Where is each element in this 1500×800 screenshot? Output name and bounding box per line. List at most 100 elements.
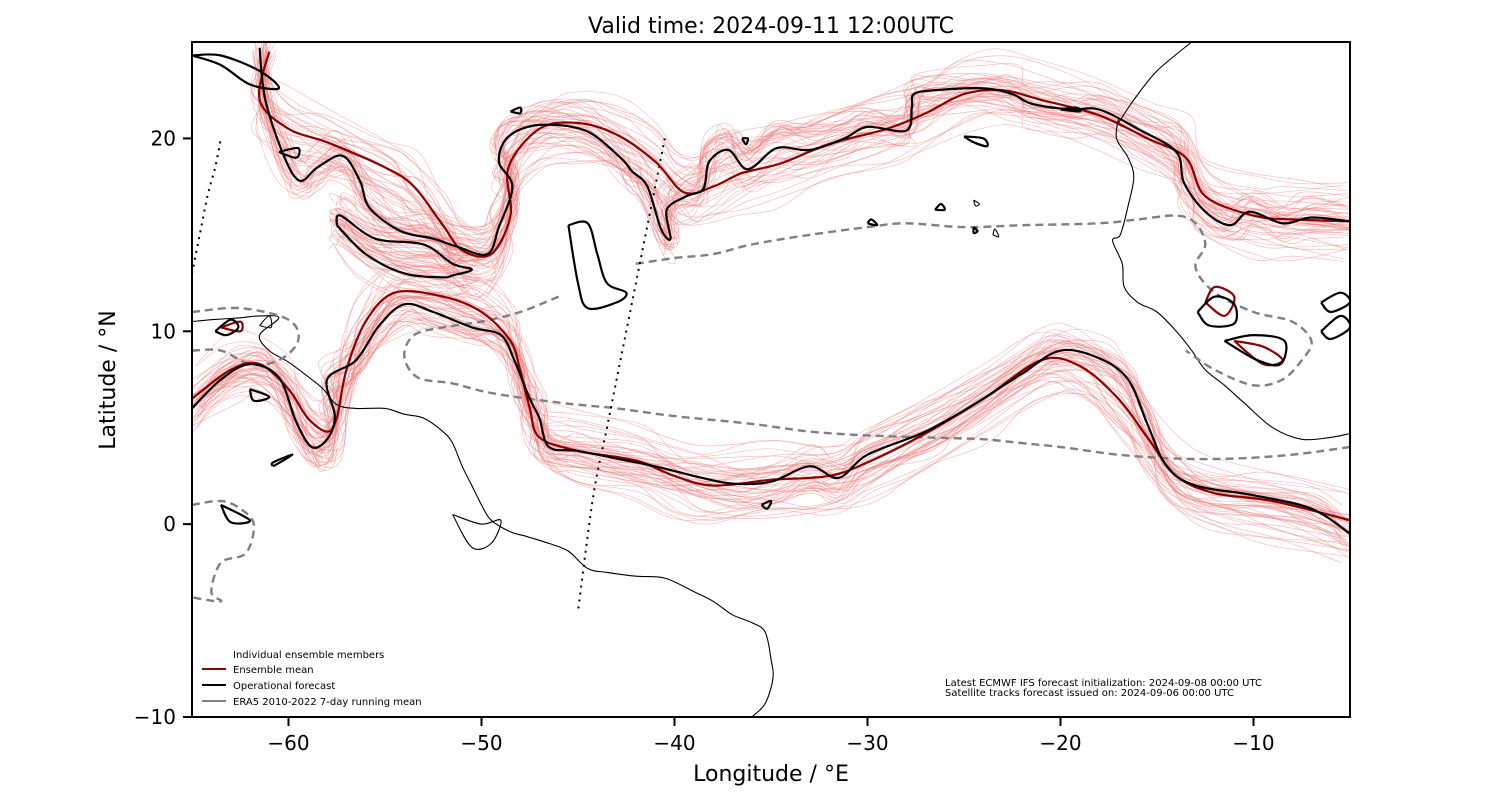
ensemble-member-line [263,68,1350,269]
satellite-track-line [577,138,666,612]
ensemble-member-line [253,48,1350,250]
ensemble-member-line [197,308,1350,553]
operational-forecast-line [258,47,1350,256]
satellite-track-line [192,138,222,274]
x-tick-label: −50 [460,731,502,755]
ensemble-member-line [192,283,1342,543]
era5-mean-line [192,499,256,603]
operational-forecast-line [1060,106,1082,113]
operational-forecast-line [1223,333,1288,367]
operational-forecast-line [1196,295,1239,328]
ensemble-member-line [199,310,1349,551]
ensemble-member-line [330,213,473,273]
operational-forecast-line [219,503,252,525]
operational-forecast-line [567,220,628,311]
ensemble-member-line [196,301,1346,538]
operational-forecast-line [192,53,281,91]
ensemble-member-line [192,316,1343,539]
x-axis-label: Longitude / °E [693,762,849,787]
x-tick-label: −30 [846,731,888,755]
operational-forecast-line [335,214,474,279]
operational-forecast-line [270,453,294,468]
ensemble-member-line [261,42,1347,256]
ensemble-member-line [329,213,474,259]
x-tick-label: −20 [1039,731,1081,755]
ensemble-member-line [332,224,470,269]
ensemble-members-layer [192,42,1350,563]
annotation-satellite-tracks: Satellite tracks forecast issued on: 202… [945,688,1234,699]
ensemble-mean-line [220,320,244,333]
ensemble-member-line [192,314,1350,521]
x-axis: −60 −50 −40 −30 −20 −10 [267,717,1275,755]
coastline [259,315,273,329]
operational-forecast-line [934,202,946,212]
y-axis: −10 0 10 20 [134,126,192,729]
operational-forecast-line [214,318,240,337]
operational-forecast-line [248,388,271,403]
legend-label-operational: Operational forecast [233,681,335,692]
ensemble-member-line [192,267,1349,546]
ensemble-member-line [192,266,1350,490]
ensemble-member-line [199,299,1347,530]
y-tick-label: 20 [151,126,176,150]
ensemble-member-line [263,57,1350,280]
ensemble-member-line [192,321,1348,553]
ensemble-member-line [330,208,469,258]
operational-forecast-line [510,106,523,115]
ensemble-member-line [192,291,1350,526]
operational-forecast-line [278,146,301,159]
coastline [1117,42,1193,124]
ensemble-member-line [266,53,1350,256]
ensemble-member-line [260,42,1350,236]
coastline [973,199,980,207]
legend: Individual ensemble members Ensemble mea… [202,650,422,708]
ensemble-member-line [192,291,1350,520]
ensemble-member-line [252,58,1344,300]
x-tick-label: −60 [267,731,309,755]
operational-forecast-line [760,499,773,510]
operational-forecast-line [972,226,979,235]
plot-area-frame [191,41,1351,718]
series-layer [192,47,1350,612]
legend-label-mean: Ensemble mean [233,665,314,676]
x-tick-label: −10 [1232,731,1274,755]
coastline-layer [192,42,1350,717]
ensemble-member-line [263,42,1350,228]
chart-title: Valid time: 2024-09-11 12:00UTC [588,14,954,39]
operational-forecast-line [866,218,879,227]
operational-forecast-line [1320,314,1350,341]
ensemble-member-line [261,59,1342,266]
ensemble-member-line [263,91,1350,252]
operational-forecast-line [192,302,1350,535]
coastline [1112,119,1350,441]
y-axis-label: Latitude / °N [96,310,121,449]
legend-label-era5: ERA5 2010-2022 7-day running mean [233,697,422,708]
operational-forecast-line [1320,291,1350,314]
era5-mean-line [403,295,1350,461]
legend-label-members: Individual ensemble members [233,650,384,661]
coastline [452,513,502,550]
ensemble-member-line [193,286,1346,493]
coastline [192,315,774,717]
x-tick-label: −40 [653,731,695,755]
ensemble-member-line [192,312,1347,524]
ensemble-member-line [263,42,1350,287]
ensemble-member-line [263,47,1350,231]
ensemble-member-line [194,294,1350,495]
y-tick-label: 10 [151,319,176,343]
y-tick-label: −10 [134,705,176,729]
ensemble-member-line [195,303,1346,537]
coastline [992,228,1000,238]
ensemble-member-line [195,256,1350,516]
ensemble-member-line [192,311,1349,547]
y-tick-label: 0 [163,512,176,536]
ensemble-mean-line [1204,285,1236,317]
operational-forecast-line [963,135,989,148]
ensemble-member-line [265,42,1344,264]
era5-mean-line [635,214,1313,387]
ensemble-member-line [330,216,479,283]
operational-forecast-line [741,136,750,146]
annotation-initialization: Latest ECMWF IFS forecast initialization… [945,678,1262,689]
ensemble-member-line [264,73,1342,267]
